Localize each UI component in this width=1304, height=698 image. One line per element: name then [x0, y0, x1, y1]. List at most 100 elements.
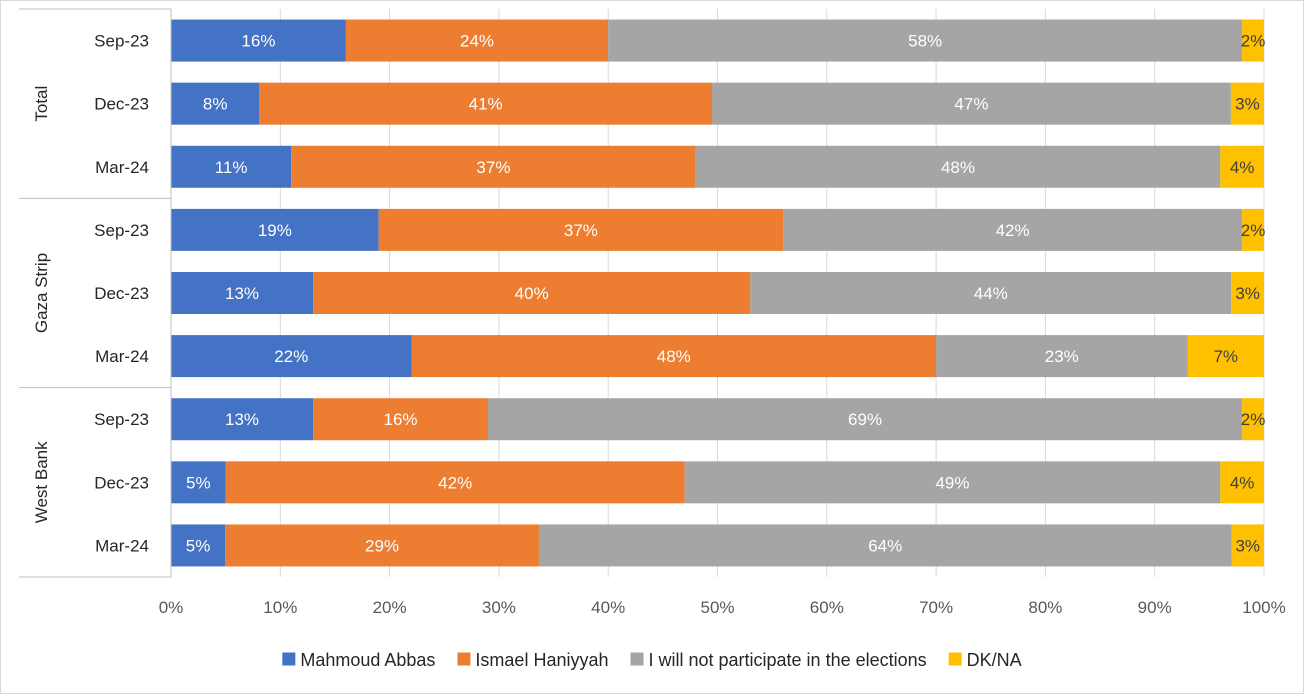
- data-label: 69%: [848, 410, 882, 429]
- bar-segment: [171, 145, 292, 188]
- data-label: 58%: [908, 32, 942, 51]
- legend-label: I will not participate in the elections: [648, 650, 926, 670]
- bar-segment: [411, 335, 937, 378]
- data-label: 11%: [215, 158, 248, 177]
- bar-segment: [1231, 272, 1264, 314]
- bar-segment: [1220, 461, 1264, 504]
- data-label: 48%: [941, 158, 975, 177]
- category-label: Mar-24: [95, 536, 149, 555]
- x-tick-label: 10%: [263, 598, 297, 617]
- data-label: 64%: [868, 536, 902, 555]
- category-label: Dec-23: [94, 284, 149, 303]
- data-label: 41%: [469, 95, 503, 114]
- data-label: 13%: [225, 410, 259, 429]
- data-label: 16%: [241, 32, 275, 51]
- category-label: Sep-23: [94, 410, 149, 429]
- axes: 0% 10% 20% 30% 40% 50% 60% 70% 80% 90% 100% Sep-23 D…: [19, 8, 1286, 617]
- category-label: Mar-24: [95, 347, 149, 366]
- data-label: 37%: [564, 221, 598, 240]
- bar-segment: [695, 145, 1221, 188]
- data-label: 48%: [657, 347, 691, 366]
- bar-segment: [171, 524, 226, 567]
- data-label: 22%: [274, 347, 308, 366]
- bar-segment: [1242, 19, 1264, 62]
- bar-segment: [487, 398, 1243, 441]
- bar-segment: [313, 272, 751, 314]
- x-tick-label: 100%: [1242, 598, 1285, 617]
- bar-segment: [608, 19, 1243, 62]
- bar-segment: [1220, 145, 1264, 188]
- bar-segment: [936, 335, 1188, 378]
- data-label: 16%: [384, 410, 418, 429]
- legend-swatch: [948, 652, 962, 666]
- group-label: Total: [32, 86, 51, 122]
- bar-segment: [1187, 335, 1264, 378]
- legend-swatch: [282, 652, 296, 666]
- x-tick-label: 50%: [700, 598, 734, 617]
- legend-label: Mahmoud Abbas: [300, 650, 435, 670]
- legend-label: Ismael Haniyyah: [475, 650, 608, 670]
- bar-segment: [171, 82, 260, 125]
- bar-segment: [225, 524, 539, 567]
- bar-segment: [1231, 524, 1264, 567]
- bar-segment: [171, 19, 346, 62]
- data-label: 5%: [186, 473, 211, 492]
- bar-segment: [1242, 398, 1264, 441]
- bars: [171, 19, 1264, 567]
- data-label: 42%: [996, 221, 1030, 240]
- bar-segment: [750, 272, 1232, 314]
- data-label: 2%: [1241, 221, 1266, 240]
- bar-segment: [171, 335, 412, 378]
- category-label: Sep-23: [94, 32, 149, 51]
- data-label: 23%: [1045, 347, 1079, 366]
- data-label: 2%: [1241, 32, 1266, 51]
- bar-segment: [171, 272, 314, 314]
- category-label: Mar-24: [95, 158, 149, 177]
- data-label: 4%: [1230, 473, 1255, 492]
- x-tick-label: 70%: [919, 598, 953, 617]
- legend-label: DK/NA: [967, 650, 1022, 670]
- group-label: Gaza Strip: [32, 253, 51, 333]
- legend: Mahmoud Abbas Ismael Haniyyah I will not p…: [282, 650, 1022, 670]
- data-label: 29%: [365, 536, 399, 555]
- x-tick-label: 90%: [1138, 598, 1172, 617]
- x-tick-label: 60%: [810, 598, 844, 617]
- bar-segment: [1242, 208, 1264, 251]
- bar-segment: [291, 145, 696, 188]
- x-tick-label: 80%: [1028, 598, 1062, 617]
- bar-segment: [378, 208, 784, 251]
- data-label: 40%: [515, 284, 549, 303]
- x-tick-label: 30%: [482, 598, 516, 617]
- category-label: Sep-23: [94, 221, 149, 240]
- data-labels: 16% 24% 58% 2% 8% 41% 47% 3% 11% 37% 48% 4% 19% 37% 42…: [186, 32, 1266, 556]
- data-label: 5%: [186, 536, 211, 555]
- legend-swatch: [457, 652, 471, 666]
- x-tick-label: 40%: [591, 598, 625, 617]
- data-label: 8%: [203, 95, 228, 114]
- data-label: 4%: [1230, 158, 1255, 177]
- data-label: 44%: [974, 284, 1008, 303]
- x-tick-label: 20%: [373, 598, 407, 617]
- bar-segment: [171, 461, 226, 504]
- data-label: 24%: [460, 32, 494, 51]
- bar-segment: [225, 461, 685, 504]
- data-label: 7%: [1213, 347, 1238, 366]
- data-label: 37%: [476, 158, 510, 177]
- data-label: 3%: [1235, 95, 1260, 114]
- bar-segment: [684, 461, 1221, 504]
- data-label: 42%: [438, 473, 472, 492]
- bar-segment: [345, 19, 609, 62]
- category-label: Dec-23: [94, 95, 149, 114]
- category-label: Dec-23: [94, 473, 149, 492]
- data-label: 3%: [1235, 536, 1260, 555]
- bar-segment: [783, 208, 1243, 251]
- bar-segment: [313, 398, 488, 441]
- bar-segment: [171, 208, 379, 251]
- x-tick-label: 0%: [159, 598, 184, 617]
- data-label: 19%: [258, 221, 292, 240]
- data-label: 13%: [225, 284, 259, 303]
- data-label: 47%: [954, 95, 988, 114]
- legend-swatch: [630, 652, 644, 666]
